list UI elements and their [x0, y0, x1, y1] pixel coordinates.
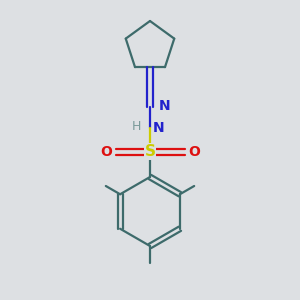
Text: N: N: [153, 121, 165, 134]
Text: N: N: [158, 100, 170, 113]
Text: H: H: [132, 119, 142, 133]
Text: O: O: [100, 145, 112, 158]
Text: O: O: [188, 145, 200, 158]
Text: S: S: [145, 144, 155, 159]
